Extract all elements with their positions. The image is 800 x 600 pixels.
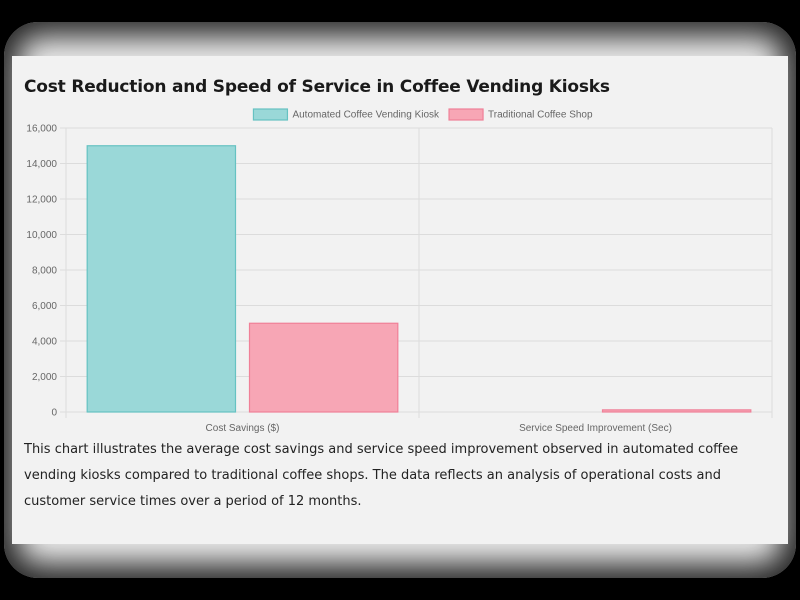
legend[interactable]: Automated Coffee Vending Kiosk Traditiona… — [252, 108, 593, 121]
legend-label[interactable]: Traditional Coffee Shop — [488, 110, 593, 121]
bar-1-0[interactable] — [248, 322, 399, 413]
page-title: Cost Reduction and Speed of Service in C… — [24, 77, 610, 97]
y-axis-ticks: 0 2,000 4,000 6,000 8,000 10,000 12,000 14,000 1… — [26, 124, 57, 419]
legend-swatch-1[interactable] — [448, 108, 484, 121]
x-axis-ticks: Cost Savings ($) Service Speed Improvemen… — [206, 423, 672, 434]
y-tick-label: 10,000 — [26, 230, 57, 241]
y-tick-label: 0 — [51, 408, 57, 419]
x-tick-label: Service Speed Improvement (Sec) — [519, 423, 672, 434]
y-tick-label: 16,000 — [26, 124, 57, 135]
x-tick-label: Cost Savings ($) — [206, 423, 280, 434]
legend-label[interactable]: Automated Coffee Vending Kiosk — [292, 110, 440, 121]
y-tick-label: 14,000 — [26, 159, 57, 170]
y-tick-label: 4,000 — [32, 337, 57, 348]
legend-swatch-0[interactable] — [252, 108, 289, 121]
y-tick-label: 8,000 — [32, 266, 57, 277]
y-tick-label: 6,000 — [32, 301, 57, 312]
bars — [86, 145, 752, 413]
bar-0-0[interactable] — [86, 145, 237, 413]
y-tick-label: 2,000 — [32, 372, 57, 383]
bar-1-1[interactable] — [601, 409, 752, 413]
y-tick-label: 12,000 — [26, 195, 57, 206]
chart-description: This chart illustrates the average cost … — [24, 442, 739, 509]
